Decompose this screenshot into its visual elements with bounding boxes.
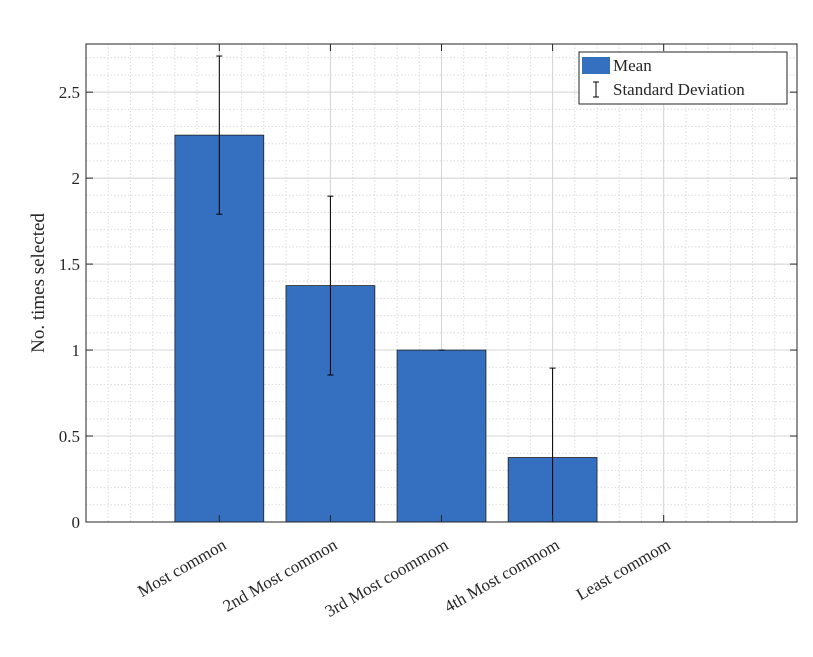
- x-tick-label: 4th Most commom: [441, 535, 563, 616]
- y-tick-label: 1: [72, 341, 81, 360]
- legend: Mean Standard Deviation: [578, 51, 788, 105]
- legend-mean-swatch: [582, 57, 610, 74]
- x-tick-label: Most common: [134, 535, 229, 601]
- y-tick-label: 2: [72, 169, 81, 188]
- y-tick-label: 0: [72, 513, 81, 532]
- legend-mean-label: Mean: [613, 56, 652, 75]
- y-axis-label: No. times selected: [28, 213, 49, 353]
- x-tick-label: 3rd Most coommom: [322, 535, 452, 621]
- y-tick-label: 1.5: [59, 255, 80, 274]
- y-tick-label: 0.5: [59, 427, 80, 446]
- bars: [174, 134, 598, 523]
- bar: [396, 349, 487, 523]
- y-tick-label: 2.5: [59, 83, 80, 102]
- legend-errorbar-icon: [593, 81, 599, 98]
- x-tick-label: Least commom: [573, 535, 674, 604]
- error-bars: [216, 55, 556, 522]
- legend-std-label: Standard Deviation: [613, 80, 745, 99]
